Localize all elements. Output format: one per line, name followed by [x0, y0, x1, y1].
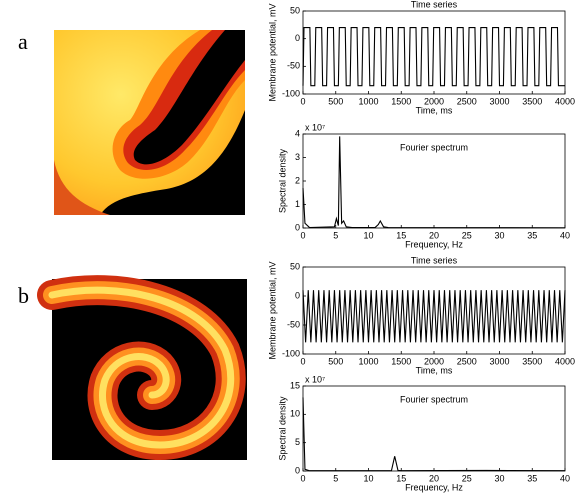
data-line — [302, 136, 566, 229]
y-tick-label: 0 — [295, 222, 300, 232]
x-axis-label: Frequency, Hz — [405, 239, 463, 249]
chart-title: Time series — [411, 0, 458, 9]
x-tick-label: 20 — [429, 230, 439, 240]
plot-frame — [302, 10, 566, 95]
y-tick-label: -50 — [287, 319, 300, 329]
x-tick-label: 1000 — [358, 356, 378, 366]
y-tick-label: 1 — [295, 199, 300, 209]
y-tick-label: 0 — [295, 33, 300, 43]
x-tick-label: 15 — [396, 230, 406, 240]
x-tick-label: 25 — [462, 230, 472, 240]
x-tick-label: 3000 — [489, 96, 509, 106]
x-tick-label: 2000 — [424, 96, 444, 106]
x-axis-label: Frequency, Hz — [405, 482, 463, 492]
x-tick-label: 5 — [333, 230, 338, 240]
y-tick-label: 50 — [290, 5, 300, 15]
y-axis-label: Membrane potential, mV — [267, 261, 277, 359]
chart-title: Time series — [411, 255, 458, 265]
x-tick-label: 4000 — [555, 96, 575, 106]
y-tick-label: 2 — [295, 175, 300, 185]
x-tick-label: 15 — [396, 473, 406, 483]
y-tick-label: 0 — [295, 290, 300, 300]
x-tick-label: 35 — [527, 473, 537, 483]
spiral-image-b — [37, 275, 247, 461]
data-line — [302, 27, 565, 87]
x-tick-label: 1000 — [358, 96, 378, 106]
x-tick-label: 35 — [527, 230, 537, 240]
x-tick-label: 30 — [494, 230, 504, 240]
x-tick-label: 30 — [494, 473, 504, 483]
y-tick-label: 0 — [295, 465, 300, 475]
x-tick-label: 0 — [300, 96, 305, 106]
chart-title: Fourier spectrum — [400, 394, 468, 404]
y-tick-label: 10 — [290, 409, 300, 419]
y-tick-label: 50 — [290, 261, 300, 271]
y-tick-label: -50 — [287, 61, 300, 71]
y-multiplier: x 10⁷ — [305, 122, 325, 132]
x-tick-label: 500 — [328, 96, 343, 106]
panel-label: a — [18, 29, 28, 54]
y-tick-label: -100 — [282, 348, 300, 358]
x-tick-label: 10 — [363, 473, 373, 483]
x-tick-label: 40 — [560, 230, 570, 240]
y-axis-label: Membrane potential, mV — [267, 3, 277, 101]
x-tick-label: 2500 — [457, 356, 477, 366]
y-multiplier: x 10⁷ — [305, 374, 325, 384]
x-tick-label: 40 — [560, 473, 570, 483]
y-tick-label: 3 — [295, 152, 300, 162]
chart-title: Fourier spectrum — [400, 142, 468, 152]
x-axis-label: Time, ms — [416, 105, 453, 115]
x-tick-label: 2500 — [457, 96, 477, 106]
x-tick-label: 0 — [300, 356, 305, 366]
x-tick-label: 3500 — [522, 356, 542, 366]
y-tick-label: 4 — [295, 128, 300, 138]
panel-label: b — [18, 283, 29, 308]
data-line — [302, 290, 566, 343]
x-tick-label: 1500 — [391, 96, 411, 106]
y-tick-label: -100 — [282, 88, 300, 98]
y-tick-label: 5 — [295, 437, 300, 447]
x-axis-label: Time, ms — [416, 365, 453, 375]
x-tick-label: 500 — [328, 356, 343, 366]
data-line — [302, 397, 566, 472]
y-axis-label: Spectral density — [277, 148, 287, 213]
x-tick-label: 2000 — [424, 356, 444, 366]
x-tick-label: 1500 — [391, 356, 411, 366]
y-tick-label: 15 — [290, 380, 300, 390]
x-tick-label: 3000 — [489, 356, 509, 366]
y-axis-label: Spectral density — [277, 396, 287, 461]
x-tick-label: 20 — [429, 473, 439, 483]
x-tick-label: 10 — [363, 230, 373, 240]
spiral-image-a — [54, 30, 245, 215]
x-tick-label: 25 — [462, 473, 472, 483]
x-tick-label: 5 — [333, 473, 338, 483]
x-tick-label: 0 — [300, 473, 305, 483]
x-tick-label: 4000 — [555, 356, 575, 366]
x-tick-label: 0 — [300, 230, 305, 240]
x-tick-label: 3500 — [522, 96, 542, 106]
